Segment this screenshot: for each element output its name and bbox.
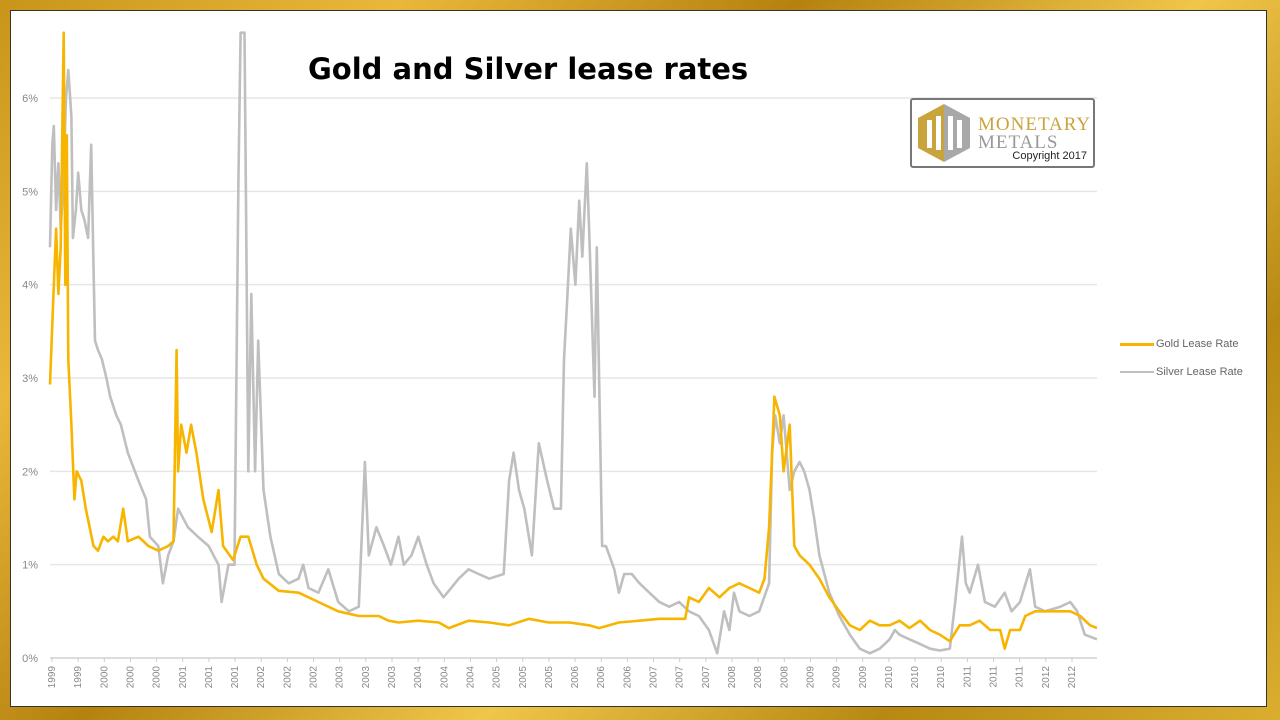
x-tick-label: 2004 bbox=[439, 666, 450, 689]
x-tick-label: 2010 bbox=[910, 666, 921, 689]
legend-item-silver: Silver Lease Rate bbox=[1120, 366, 1243, 378]
x-tick-label: 2002 bbox=[309, 666, 320, 689]
x-tick-label: 2002 bbox=[282, 666, 293, 689]
x-tick-label: 1999 bbox=[73, 666, 84, 689]
series-line-silver-lease-rate bbox=[48, 31, 1098, 655]
x-tick-label: 2003 bbox=[361, 666, 372, 689]
legend-item-gold: Gold Lease Rate bbox=[1120, 338, 1239, 350]
legend-label-gold: Gold Lease Rate bbox=[1156, 338, 1239, 350]
x-tick-label: 2007 bbox=[675, 666, 686, 689]
x-tick-label: 2012 bbox=[1067, 666, 1078, 689]
x-tick-label: 2008 bbox=[779, 666, 790, 689]
x-tick-label: 2008 bbox=[727, 666, 738, 689]
logo-copyright: Copyright 2017 bbox=[1012, 150, 1087, 162]
x-tick-label: 2006 bbox=[622, 666, 633, 689]
x-tick-label: 2001 bbox=[204, 666, 215, 689]
x-tick-label: 2009 bbox=[858, 666, 869, 689]
x-tick-label: 2005 bbox=[492, 666, 503, 689]
x-tick-label: 2003 bbox=[387, 666, 398, 689]
logo-mark-icon bbox=[918, 104, 970, 162]
y-tick-label: 3% bbox=[22, 373, 38, 385]
y-tick-label: 1% bbox=[22, 560, 38, 572]
x-tick-label: 2005 bbox=[544, 666, 555, 689]
x-tick-label: 1999 bbox=[47, 666, 58, 689]
x-tick-label: 2011 bbox=[1015, 666, 1026, 688]
x-tick-label: 2001 bbox=[178, 666, 189, 689]
x-tick-label: 2004 bbox=[465, 666, 476, 689]
x-tick-label: 2002 bbox=[256, 666, 267, 689]
legend-label-silver: Silver Lease Rate bbox=[1156, 366, 1243, 378]
x-tick-label: 2007 bbox=[701, 666, 712, 689]
x-tick-label: 2004 bbox=[413, 666, 424, 689]
chart-title: Gold and Silver lease rates bbox=[308, 52, 749, 86]
legend-swatch-gold bbox=[1120, 342, 1154, 346]
series-line-gold-lease-rate bbox=[48, 31, 1098, 651]
logo-line2: METALS bbox=[978, 132, 1059, 153]
x-tick-label: 2012 bbox=[1041, 666, 1052, 689]
x-tick-label: 2000 bbox=[125, 666, 136, 689]
y-tick-label: 5% bbox=[22, 186, 38, 198]
x-tick-label: 2006 bbox=[570, 666, 581, 689]
x-tick-label: 2008 bbox=[753, 666, 764, 689]
y-tick-label: 0% bbox=[22, 653, 38, 665]
x-tick-label: 2009 bbox=[832, 666, 843, 689]
x-tick-label: 2009 bbox=[805, 666, 816, 689]
logo-line1: MONETARY bbox=[978, 114, 1092, 135]
y-tick-label: 2% bbox=[22, 466, 38, 478]
x-tick-label: 2005 bbox=[518, 666, 529, 689]
y-tick-label: 6% bbox=[22, 93, 38, 105]
x-tick-label: 2011 bbox=[989, 666, 1000, 688]
x-tick-label: 2000 bbox=[99, 666, 110, 689]
x-tick-label: 2003 bbox=[335, 666, 346, 689]
x-tick-label: 2010 bbox=[936, 666, 947, 689]
x-tick-label: 2006 bbox=[596, 666, 607, 689]
x-tick-label: 2001 bbox=[230, 666, 241, 689]
x-tick-label: 2000 bbox=[152, 666, 163, 689]
x-tick-label: 2011 bbox=[962, 666, 973, 688]
x-tick-label: 2010 bbox=[884, 666, 895, 689]
monetary-metals-logo: MONETARY METALS Copyright 2017 bbox=[910, 98, 1095, 168]
y-tick-label: 4% bbox=[22, 280, 38, 292]
legend-swatch-silver bbox=[1120, 371, 1154, 373]
x-tick-label: 2007 bbox=[649, 666, 660, 689]
